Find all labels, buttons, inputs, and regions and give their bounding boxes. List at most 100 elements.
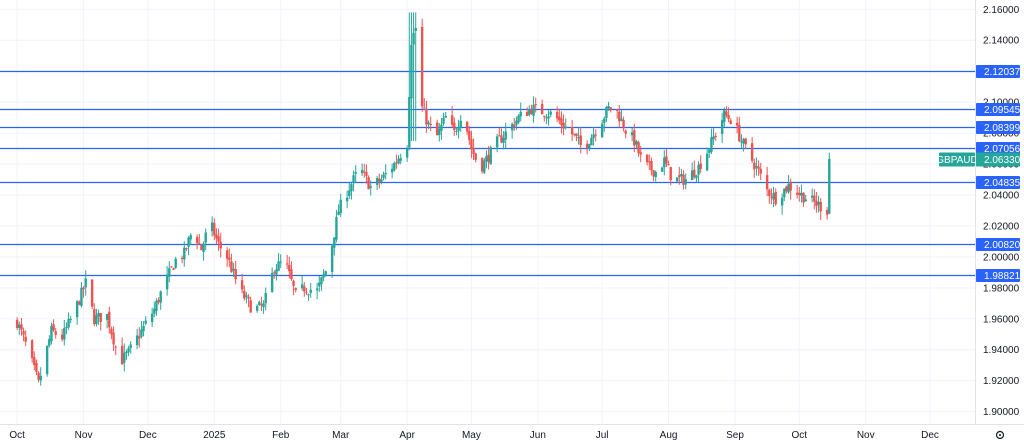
candle-body [652,170,655,177]
candle-body [465,121,469,132]
candle-body [110,328,113,335]
candle-body [174,258,177,268]
level-badge [976,121,1020,134]
candle-body [618,111,621,122]
x-tick-label: Apr [399,430,415,441]
axis-settings-button[interactable] [995,430,1005,440]
candle-body [510,123,514,131]
candle-body [172,268,175,270]
candle-body [540,103,544,115]
candle-body [607,105,610,109]
candle-body [123,352,126,363]
candle-body [438,128,441,136]
candle-body [243,290,246,299]
candle-body [515,120,518,125]
candle-body [817,202,820,205]
candle-body [185,248,188,250]
candle-body [813,195,816,202]
time-axis[interactable]: Oct Nov Dec 2025 Feb Mar Apr May Jun Jul Aug Sep Oct… [9,430,939,441]
candle-body [577,137,580,139]
candle-body [444,115,447,118]
candle-body [112,332,115,345]
level-badge [976,142,1020,155]
candle-body [384,172,387,175]
candle-body [363,171,366,173]
candle-body [350,184,353,192]
candle-body [33,357,36,365]
candle-body [300,284,304,289]
candle-body [255,305,259,311]
candle-body [828,158,831,214]
gear-icon[interactable] [995,430,1005,440]
candle-body [753,162,756,170]
candle-body [60,334,64,340]
candle-body [410,44,413,99]
candle-body [395,162,398,164]
symbol-badge [939,152,975,167]
candle-body [270,272,274,292]
candle-body [138,336,141,339]
candle-body [120,345,124,365]
level-badge [976,238,1020,251]
candle-body [429,124,432,126]
candle-body [710,137,713,152]
candle-body [450,115,454,125]
candle-body [759,168,762,174]
candle-body [232,268,235,271]
candle-body [333,237,336,248]
candle-body [140,329,143,337]
candle-body [774,192,777,205]
candle-body [219,241,222,249]
candle-body [153,308,156,314]
candle-body [159,291,162,303]
candle-body [695,175,698,179]
candle-body [560,118,563,125]
candle-body [234,269,237,280]
candle-body [273,272,276,274]
candle-body [37,372,40,380]
candle-body [45,345,49,375]
candle-body [307,294,310,296]
candle-body [155,300,158,311]
candle-body [352,175,355,184]
candle-body [213,222,216,236]
candle-body [90,279,94,307]
candle-body [605,107,608,119]
candle-body [105,313,109,320]
candle-body [633,130,636,146]
candle-body [210,222,214,232]
candle-body [168,268,171,277]
candle-body [562,122,565,129]
candle-body [485,156,488,162]
candle-body [290,269,293,280]
candle-body [339,199,342,214]
candle-body [330,245,334,272]
candle-body [315,288,319,291]
candle-body [260,304,263,306]
candle-body [200,244,203,251]
candle-body [142,325,145,332]
candle-body [592,134,595,139]
candle-body [217,236,220,242]
candle-body [80,287,83,306]
candle-body [575,133,578,137]
candle-body [114,346,117,348]
candle-body [50,326,53,342]
x-tick-label: Nov [857,430,875,441]
candle-body [819,201,822,212]
candle-body [502,138,505,143]
candle-body [440,124,443,131]
candle-body [744,138,747,145]
candle-body [225,250,229,259]
candle-body [262,303,265,308]
level-badge-label: 1.98821 [984,271,1021,282]
candle-body [660,167,664,172]
candle-body [667,164,670,166]
candle-body [532,104,535,116]
candle-body [294,288,297,290]
candle-body [390,168,394,173]
candle-body [435,122,439,136]
y-tick-label: 2.08000 [983,129,1020,140]
candle-body [650,160,653,171]
candle-body [423,107,426,109]
